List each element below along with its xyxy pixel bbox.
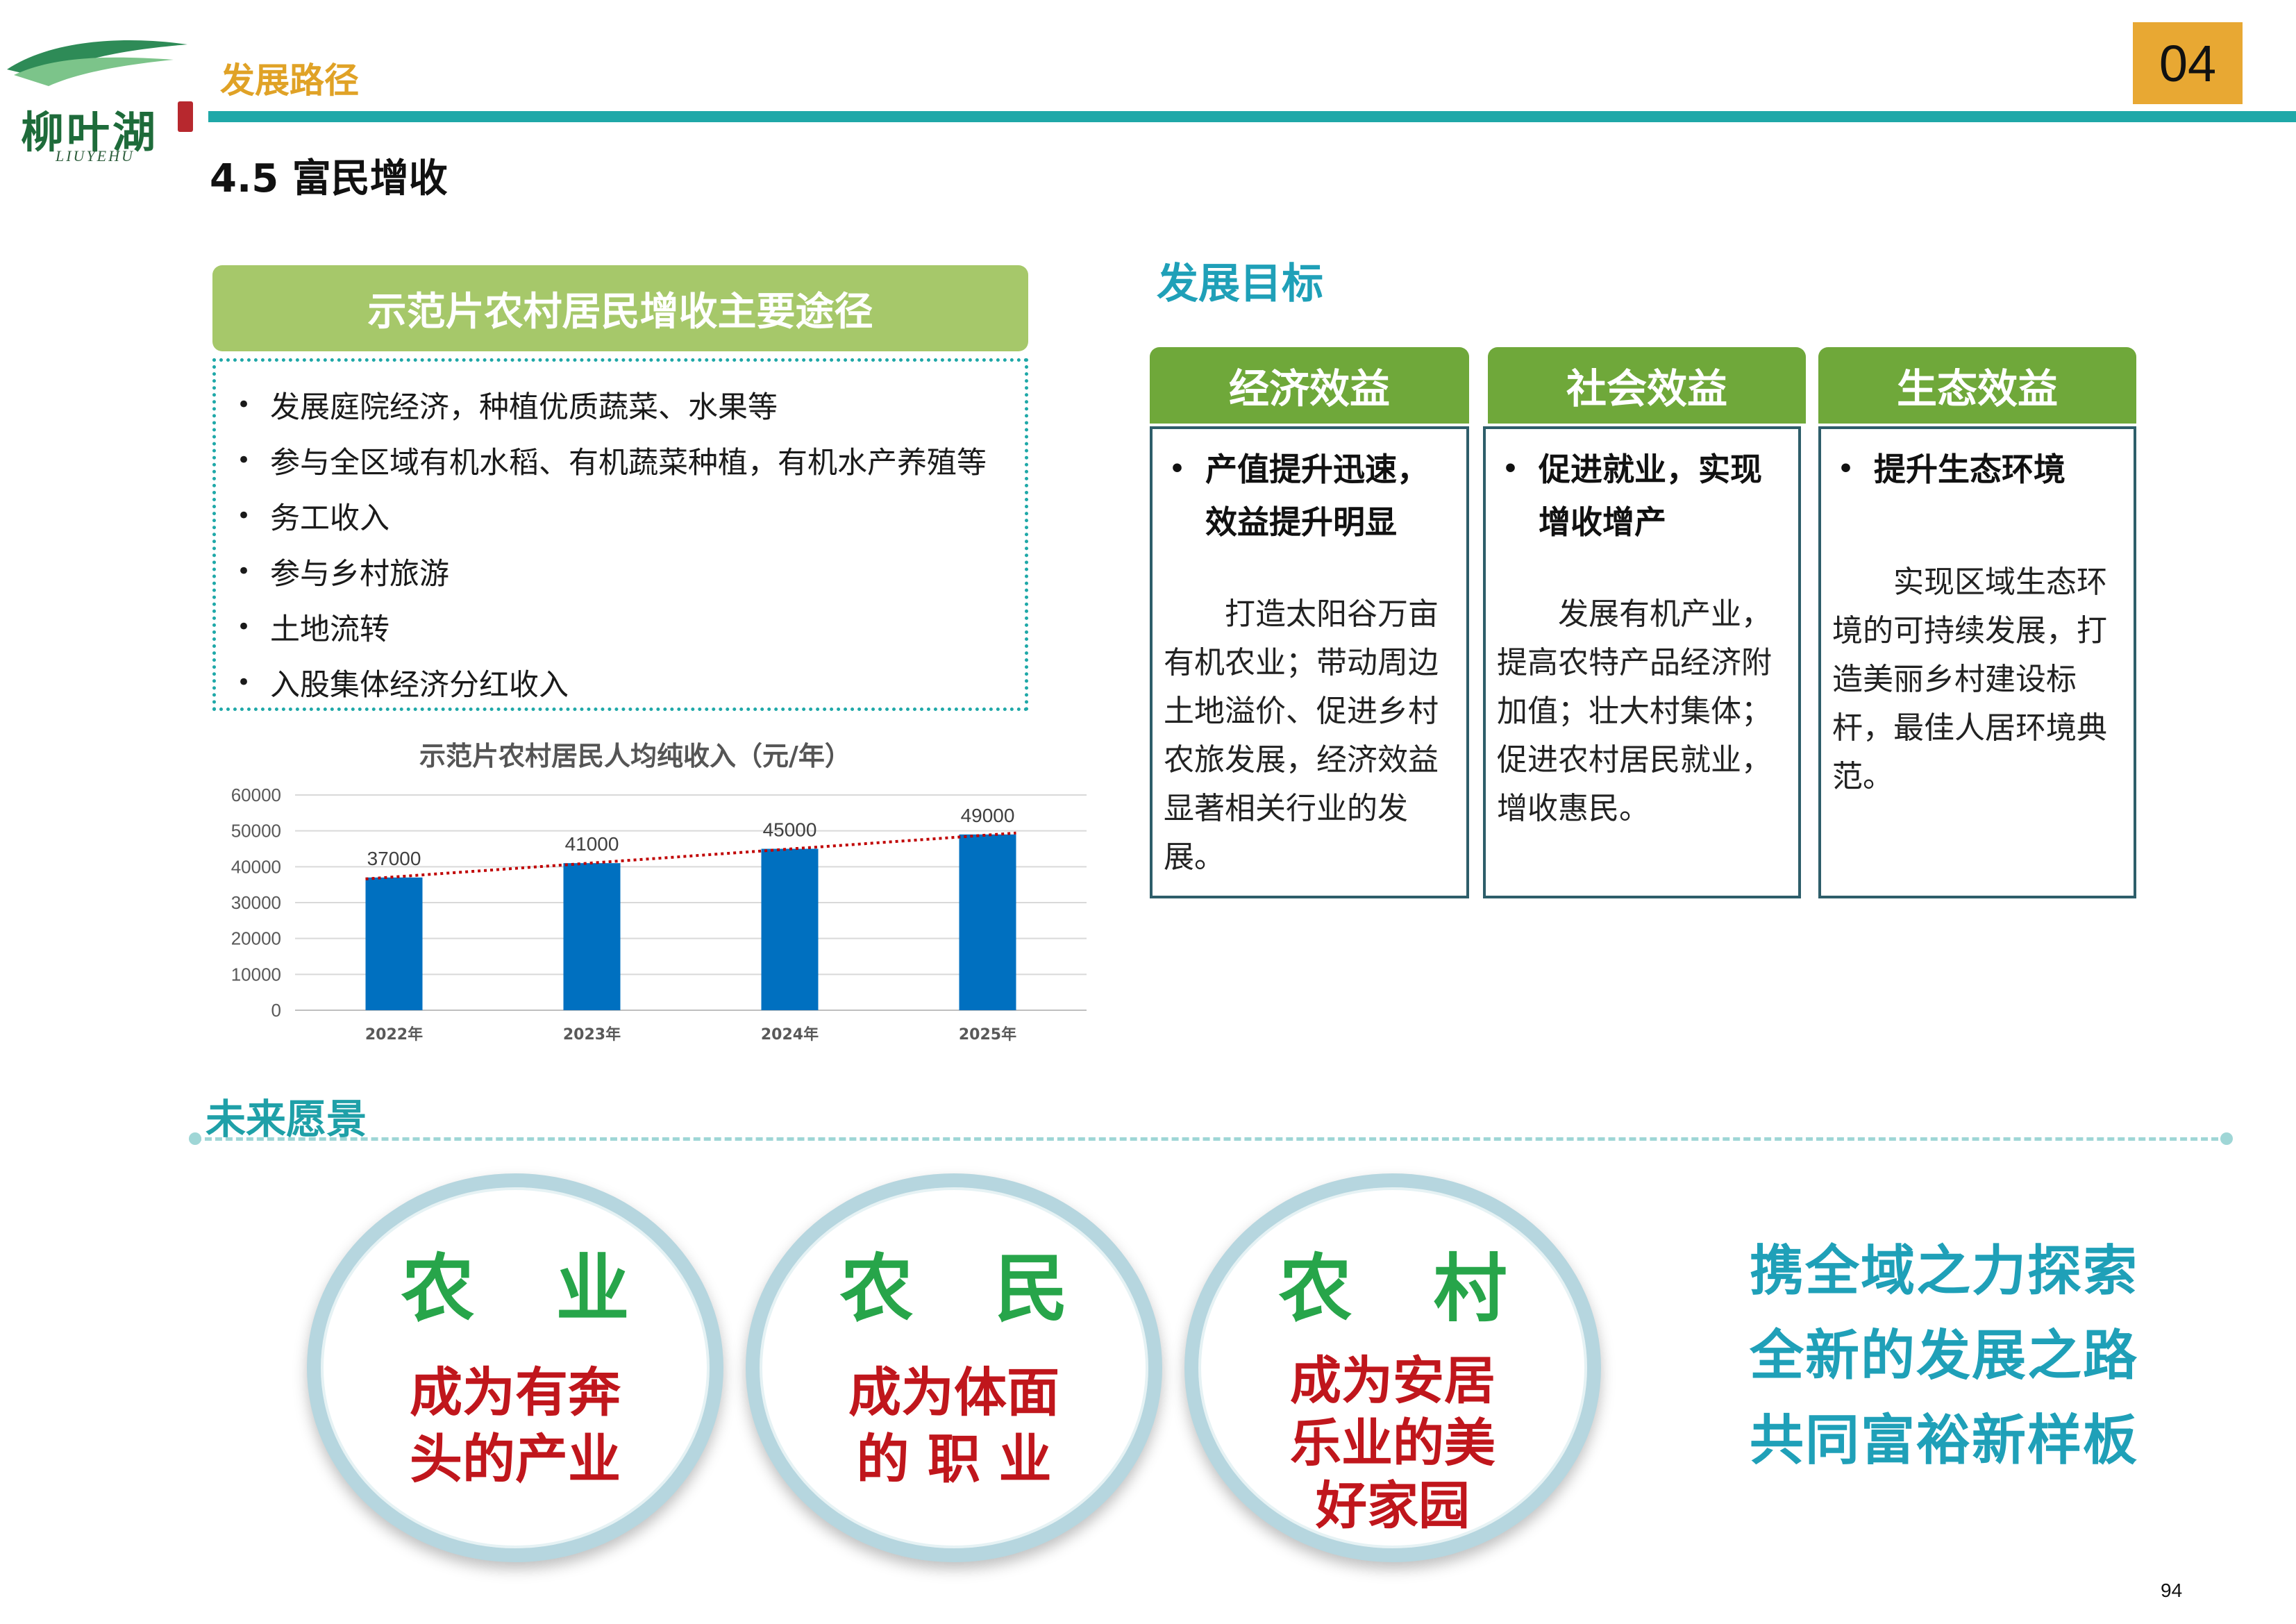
goal-bullet: • 促进就业，实现 增收增产	[1497, 443, 1787, 549]
routes-list: • 发展庭院经济，种植优质蔬菜、水果等 • 参与全区域有机水稻、有机蔬菜种植，有机水…	[212, 358, 1028, 711]
goal-head-ecological: 生态效益	[1818, 347, 2136, 424]
header-divider	[208, 111, 2296, 122]
goal-description: 发展有机产业，提高农特产品经济附加值；壮大村集体；促进农村居民就业，增收惠民。	[1497, 596, 1772, 826]
divider-dot-icon	[189, 1132, 201, 1145]
bullet-icon: •	[237, 502, 251, 530]
list-item: • 务工收入	[228, 488, 1025, 544]
bullet-icon: •	[237, 446, 251, 474]
goals-title: 发展目标	[1157, 260, 1323, 308]
circle-title: 农 业	[401, 1246, 657, 1332]
list-item: • 参与乡村旅游	[228, 544, 1025, 599]
y-tick-label: 50000	[231, 821, 281, 842]
logo-leaf-icon	[7, 40, 187, 86]
goal-description: 打造太阳谷万亩有机农业；带动周边土地溢价、促进乡村农旅发展，经济效益显著相关行业…	[1164, 596, 1439, 875]
circle-text: 成为体面 的 职 业	[848, 1359, 1059, 1493]
list-item: • 发展庭院经济，种植优质蔬菜、水果等	[228, 377, 1025, 433]
circle-text: 成为安居 乐业的美 好家园	[1290, 1350, 1495, 1537]
y-tick-label: 20000	[231, 928, 281, 949]
vision-circle-village: 农 村 成为安居 乐业的美 好家园	[1184, 1173, 1601, 1562]
y-tick-label: 30000	[231, 892, 281, 913]
goal-description: 实现区域生态环境的可持续发展，打造美丽乡村建设标杆，最佳人居环境典范。	[1832, 564, 2107, 794]
y-tick-label: 0	[271, 1000, 281, 1021]
list-item-text: 发展庭院经济，种植优质蔬菜、水果等	[270, 390, 778, 425]
list-item-text: 入股集体经济分红收入	[270, 668, 569, 703]
list-item-text: 务工收入	[270, 501, 389, 536]
slogan-line-3: 共同富裕新样板	[1750, 1409, 2139, 1472]
bullet-icon: •	[1838, 455, 1854, 483]
circle-text-line: 好家园	[1316, 1476, 1470, 1536]
list-item: • 入股集体经济分红收入	[228, 655, 1025, 710]
divider-dot-icon	[2220, 1132, 2233, 1145]
list-item-text: 参与全区域有机水稻、有机蔬菜种植，有机水产养殖等	[270, 446, 987, 480]
bar	[563, 863, 621, 1010]
data-label: 45000	[763, 819, 817, 841]
trend-line	[365, 831, 1016, 880]
data-label: 41000	[565, 833, 619, 855]
logo-subtitle: LIUYEHU	[56, 147, 135, 165]
vision-divider	[194, 1137, 2229, 1141]
vision-title: 未来愿景	[206, 1096, 367, 1143]
goal-card-ecological: • 提升生态环境 实现区域生态环境的可持续发展，打造美丽乡村建设标杆，最佳人居环境…	[1818, 426, 2136, 898]
circle-text-line: 成为安居	[1290, 1351, 1495, 1411]
goal-bullet-line: 产值提升迅速，	[1205, 451, 1429, 488]
logo-seal-icon	[178, 101, 193, 132]
circle-text-line: 头的产业	[410, 1428, 621, 1490]
list-item: • 土地流转	[228, 599, 1025, 655]
circle-title: 农 村	[1278, 1246, 1535, 1332]
goal-card-social: • 促进就业，实现 增收增产 发展有机产业，提高农特产品经济附加值；壮大村集体；促进…	[1483, 426, 1801, 898]
circle-title: 农 民	[839, 1246, 1096, 1332]
bar	[761, 848, 819, 1010]
bullet-icon: •	[1169, 455, 1186, 483]
y-tick-label: 40000	[231, 856, 281, 877]
list-item: • 参与全区域有机水稻、有机蔬菜种植，有机水产养殖等	[228, 433, 1025, 488]
page-title: 4.5 富民增收	[210, 156, 448, 201]
slogan-line-1: 携全域之力探索	[1750, 1240, 2139, 1303]
bullet-icon: •	[237, 613, 251, 641]
data-label: 37000	[367, 848, 421, 869]
x-tick-label: 2025年	[959, 1026, 1016, 1044]
page-number: 94	[2161, 1580, 2183, 1601]
goal-bullet-line: 促进就业，实现	[1539, 451, 1762, 488]
x-tick-label: 2024年	[761, 1026, 819, 1044]
goal-card-economic: • 产值提升迅速， 效益提升明显 打造太阳谷万亩有机农业；带动周边土地溢价、促进乡村…	[1150, 426, 1469, 898]
bullet-icon: •	[237, 558, 251, 585]
goal-head-social: 社会效益	[1488, 347, 1806, 424]
circle-text-line: 乐业的美	[1290, 1414, 1495, 1473]
income-bar-chart: 示范片农村居民人均纯收入（元/年） 0 10000 20000 30000 40000 5…	[231, 741, 1087, 1044]
routes-title: 示范片农村居民增收主要途径	[212, 265, 1028, 351]
bullet-icon: •	[237, 391, 251, 419]
vision-circle-farmers: 农 民 成为体面 的 职 业	[746, 1173, 1162, 1562]
circle-text: 成为有奔 头的产业	[410, 1359, 621, 1493]
circle-text-line: 成为体面	[848, 1362, 1059, 1423]
goal-bullet: • 产值提升迅速， 效益提升明显	[1164, 443, 1455, 549]
logo	[0, 35, 201, 174]
list-item-text: 土地流转	[270, 612, 389, 647]
y-tick-label: 60000	[231, 785, 281, 805]
list-item-text: 参与乡村旅游	[270, 557, 449, 592]
bar	[959, 834, 1016, 1010]
y-tick-label: 10000	[231, 964, 281, 985]
logo-title: 柳叶湖	[21, 107, 159, 158]
goal-bullet-line: 效益提升明显	[1205, 503, 1397, 541]
circle-text-line: 的 职 业	[856, 1428, 1052, 1490]
section-label: 发展路径	[220, 60, 359, 101]
bullet-icon: •	[237, 669, 251, 696]
goal-bullet-line: 增收增产	[1539, 503, 1666, 541]
bullet-icon: •	[1502, 455, 1519, 483]
chart-title: 示范片农村居民人均纯收入（元/年）	[419, 741, 851, 771]
goal-bullet-line: 提升生态环境	[1874, 451, 2065, 488]
slogan-line-2: 全新的发展之路	[1750, 1325, 2139, 1387]
x-tick-label: 2023年	[563, 1026, 621, 1044]
data-label: 49000	[961, 805, 1015, 826]
goal-bullet: • 提升生态环境	[1832, 443, 2122, 496]
bar	[365, 877, 423, 1010]
x-tick-label: 2022年	[365, 1026, 423, 1044]
goal-head-economic: 经济效益	[1150, 347, 1469, 424]
circle-text-line: 成为有奔	[410, 1362, 621, 1423]
chapter-badge: 04	[2133, 22, 2243, 104]
vision-circle-agriculture: 农 业 成为有奔 头的产业	[307, 1173, 723, 1562]
